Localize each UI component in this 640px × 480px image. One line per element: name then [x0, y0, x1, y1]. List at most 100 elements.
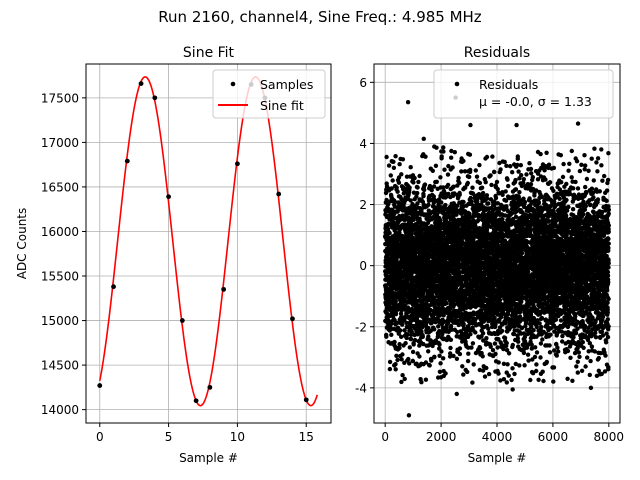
residual-point — [391, 165, 397, 170]
residual-point — [417, 173, 422, 179]
residual-point — [400, 213, 405, 218]
residual-point — [448, 345, 453, 351]
residual-point — [509, 377, 514, 383]
residual-point — [488, 173, 493, 178]
residual-point — [406, 356, 411, 362]
residual-point — [480, 190, 486, 196]
residual-point — [490, 154, 495, 159]
residual-point — [519, 173, 524, 178]
residual-point — [484, 336, 489, 341]
residual-point — [436, 324, 441, 329]
residuals-ytick-label: -4 — [355, 381, 367, 395]
residual-point — [442, 167, 447, 172]
residual-point — [395, 320, 400, 325]
residual-point — [477, 180, 483, 186]
residual-point — [513, 187, 519, 192]
residual-point — [384, 334, 389, 339]
residual-point — [399, 334, 404, 339]
residual-point — [468, 167, 473, 173]
residual-point — [457, 180, 462, 186]
residual-point — [518, 163, 523, 168]
residual-point — [396, 175, 402, 180]
residual-point — [516, 169, 521, 174]
residual-point — [393, 367, 398, 372]
residual-point — [504, 163, 509, 168]
residual-point — [496, 360, 501, 365]
residual-point — [404, 335, 409, 341]
residual-point — [402, 328, 407, 333]
residual-point — [456, 175, 461, 181]
residual-point — [512, 371, 517, 377]
residual-point — [516, 339, 521, 344]
residual-point — [423, 154, 428, 159]
sample-point — [290, 316, 295, 322]
residual-point — [394, 185, 399, 190]
residual-point — [439, 200, 444, 205]
sample-point — [124, 158, 130, 164]
residual-point — [397, 162, 402, 167]
residual-point — [506, 351, 512, 356]
legend-samples-marker — [230, 81, 236, 87]
residual-point — [502, 159, 507, 165]
residual-point — [489, 182, 494, 188]
residual-point — [470, 185, 475, 190]
residual-point — [431, 200, 436, 205]
residual-point — [470, 341, 476, 346]
sine-fit-ytick-label: 17000 — [41, 136, 79, 150]
residual-point — [486, 326, 491, 331]
residual-point — [400, 322, 405, 327]
residual-point — [393, 154, 398, 159]
residual-point — [407, 361, 412, 366]
residual-point — [390, 216, 396, 221]
sine-fit-ytick-label: 14000 — [41, 403, 79, 417]
sample-point — [303, 397, 309, 403]
residual-point — [437, 342, 442, 347]
residual-point — [408, 336, 414, 342]
residual-point — [469, 199, 474, 204]
residual-point — [434, 179, 439, 184]
residual-point — [451, 353, 456, 359]
residual-point — [399, 357, 404, 362]
residual-point — [465, 180, 470, 186]
sample-point — [221, 286, 227, 292]
residual-point — [482, 374, 488, 379]
residual-point — [457, 192, 462, 197]
residual-point — [436, 333, 441, 338]
sine-fit-frame — [85, 63, 332, 424]
residual-point — [457, 346, 463, 351]
residual-point — [505, 177, 510, 182]
residual-point — [479, 185, 485, 190]
residual-point — [486, 201, 491, 206]
residual-point — [399, 308, 404, 313]
residual-point — [465, 358, 471, 364]
residual-point — [510, 170, 515, 175]
residual-point — [391, 159, 396, 164]
residual-point — [493, 351, 498, 357]
sine-fit-ytick-label: 14500 — [41, 359, 79, 373]
residual-point — [422, 182, 428, 187]
sample-point — [97, 383, 103, 388]
residual-point — [434, 145, 439, 150]
residual-point — [454, 356, 460, 361]
residual-point — [438, 361, 443, 366]
residuals-xtick-label: 2000 — [426, 430, 457, 444]
residual-point — [461, 372, 466, 377]
residual-point — [433, 163, 439, 168]
residual-point — [465, 369, 470, 375]
sine-fit-legend: Samples Sine fit — [212, 69, 326, 119]
residual-point — [445, 172, 451, 177]
residual-point — [474, 174, 480, 179]
residual-point — [504, 380, 509, 385]
residual-point — [437, 369, 443, 374]
sine-fit-ytick-label: 16000 — [41, 225, 79, 239]
residuals-ytick-label: 0 — [359, 259, 367, 273]
residual-point — [452, 150, 457, 155]
residual-point — [504, 340, 509, 346]
residual-point — [484, 154, 490, 160]
residuals-ytick-label: -2 — [355, 320, 367, 334]
residual-point — [408, 165, 413, 170]
residual-point — [484, 365, 489, 371]
residual-point — [397, 342, 402, 347]
residual-point — [473, 330, 478, 335]
